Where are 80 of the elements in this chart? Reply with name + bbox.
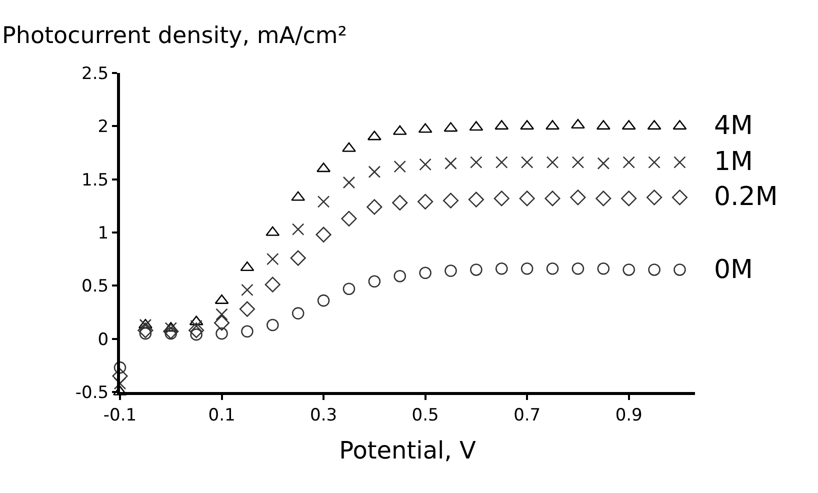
point: [572, 156, 584, 168]
point: [394, 270, 406, 282]
point: [316, 226, 332, 242]
point: [444, 157, 457, 170]
x-tick-label: 0.1: [208, 405, 236, 426]
point: [342, 176, 356, 189]
point: [648, 264, 660, 276]
point: [368, 166, 381, 178]
point: [241, 284, 254, 296]
point: [596, 190, 612, 206]
y-tick-label: 0.5: [82, 276, 109, 297]
point: [597, 262, 610, 275]
point: [419, 266, 432, 280]
point: [470, 264, 482, 276]
point: [520, 156, 534, 168]
point: [241, 325, 254, 338]
point: [544, 190, 560, 206]
point: [622, 156, 635, 168]
point: [214, 315, 230, 331]
x-tick-label: 0.3: [310, 405, 338, 426]
point: [495, 262, 508, 275]
point: [366, 199, 382, 215]
point: [264, 276, 280, 292]
y-tick-label: 1: [98, 223, 109, 244]
point: [495, 156, 508, 168]
point: [292, 307, 304, 320]
point: [341, 210, 357, 226]
point: [392, 194, 408, 211]
point: [290, 250, 306, 266]
point: [394, 160, 406, 173]
point: [317, 196, 330, 208]
point: [494, 190, 510, 206]
point: [468, 192, 484, 208]
point: [419, 158, 432, 171]
point: [572, 262, 584, 275]
point: [292, 223, 304, 236]
x-tick-label: 0.5: [412, 405, 439, 426]
point: [546, 156, 559, 168]
y-tick-label: 2: [98, 117, 109, 138]
point: [342, 282, 356, 296]
point: [266, 252, 279, 266]
point: [444, 264, 457, 277]
y-tick-label: 1.5: [82, 170, 109, 190]
series-label: 0.2M: [714, 182, 778, 212]
point: [188, 322, 204, 338]
point: [520, 262, 534, 275]
y-tick-label: 0: [98, 330, 109, 350]
point: [622, 264, 635, 276]
x-tick-label: 0.9: [615, 405, 642, 426]
y-tick-label: 2.5: [82, 64, 109, 84]
point: [138, 322, 154, 338]
y-tick-label: -0.5: [75, 382, 109, 403]
point: [216, 308, 228, 321]
point: [163, 324, 179, 340]
point: [648, 156, 660, 168]
series-label: 4M: [714, 111, 753, 141]
x-tick-label: 0.7: [514, 405, 541, 426]
x-axis-title: Potential, V: [339, 436, 476, 465]
point: [674, 156, 686, 168]
point: [519, 190, 535, 206]
point: [674, 264, 686, 276]
point: [114, 361, 126, 374]
point: [368, 275, 381, 288]
point: [442, 192, 459, 208]
point: [470, 156, 482, 168]
point: [418, 194, 434, 210]
series-label: 0M: [714, 255, 753, 285]
series-label: 1M: [714, 147, 753, 177]
point: [317, 294, 330, 307]
point: [570, 190, 586, 206]
point: [646, 190, 662, 206]
x-tick-label: -0.1: [103, 405, 137, 426]
point: [597, 157, 610, 170]
y-axis-title: Photocurrent density, mA/cm²: [2, 23, 347, 49]
point: [216, 327, 228, 340]
point: [266, 318, 279, 332]
point: [672, 190, 688, 206]
point: [239, 301, 256, 317]
point: [621, 190, 637, 206]
point: [546, 262, 559, 275]
